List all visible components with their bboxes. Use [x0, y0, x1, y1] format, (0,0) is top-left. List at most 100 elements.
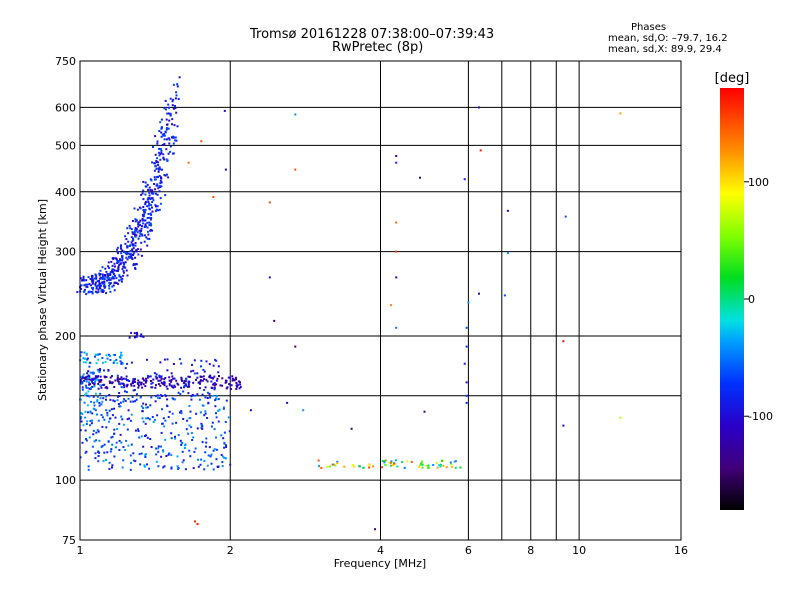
echo-point: [97, 387, 100, 390]
echo-point: [133, 384, 136, 387]
echo-point: [222, 406, 225, 409]
echo-point: [203, 414, 206, 417]
echo-point: [384, 463, 387, 466]
echo-point: [133, 336, 136, 339]
echo-point: [139, 229, 142, 232]
echo-point: [124, 261, 127, 264]
echo-point: [212, 468, 215, 471]
echo-point: [156, 175, 158, 178]
echo-point: [86, 358, 89, 361]
echo-point: [144, 456, 147, 458]
echo-point: [130, 331, 133, 334]
echo-point: [87, 374, 90, 377]
echo-point: [159, 197, 162, 200]
echo-point: [383, 460, 386, 463]
echo-point: [209, 374, 212, 377]
echo-point: [189, 417, 192, 420]
echo-point: [177, 434, 180, 437]
echo-point: [98, 277, 101, 280]
echo-point: [155, 192, 157, 195]
echo-point: [149, 404, 152, 407]
echo-point: [172, 98, 175, 101]
phases-x-stats: mean, sd,X: 89.9, 29.4: [608, 44, 722, 55]
echo-point: [141, 335, 144, 338]
echo-point: [237, 380, 240, 383]
echo-point: [383, 461, 386, 464]
echo-point: [98, 274, 101, 277]
echo-point: [162, 449, 165, 452]
echo-point: [111, 270, 114, 273]
echo-point: [235, 378, 238, 381]
echo-point: [124, 449, 127, 451]
echo-point: [109, 376, 112, 379]
echo-point: [112, 361, 115, 364]
echo-point: [143, 226, 146, 228]
echo-point: [113, 360, 116, 362]
echo-point: [99, 392, 102, 395]
echo-point: [186, 385, 189, 388]
echo-point: [88, 378, 91, 381]
echo-point: [562, 424, 565, 427]
echo-point: [95, 362, 98, 365]
echo-point: [436, 466, 439, 469]
echo-point: [159, 182, 162, 185]
echo-point: [203, 460, 206, 462]
echo-point: [115, 441, 118, 444]
echo-point: [94, 284, 97, 287]
echo-point: [128, 417, 131, 420]
phases-heading: Phases: [631, 22, 667, 33]
echo-point: [453, 460, 456, 463]
echo-point: [84, 283, 87, 286]
echo-point: [147, 201, 150, 203]
echo-point: [165, 138, 168, 141]
echo-point: [111, 264, 114, 267]
echo-point: [191, 394, 194, 397]
echo-point: [90, 291, 93, 293]
echo-point: [146, 436, 149, 439]
echo-point: [238, 387, 241, 390]
x-tick-label: 16: [674, 544, 688, 557]
echo-points: [76, 76, 622, 531]
echo-point: [118, 279, 121, 282]
echo-point: [144, 377, 147, 380]
echo-point: [108, 277, 111, 280]
echo-point: [183, 381, 186, 384]
echo-point: [95, 277, 98, 280]
echo-point: [161, 408, 163, 411]
echo-point: [146, 226, 149, 229]
echo-point: [163, 378, 166, 381]
echo-point: [118, 274, 121, 277]
echo-point: [144, 211, 147, 214]
echo-point: [231, 379, 234, 382]
echo-point: [160, 118, 163, 121]
echo-point: [100, 288, 103, 291]
echo-point: [80, 287, 83, 290]
echo-point: [225, 446, 228, 448]
echo-point: [192, 436, 195, 439]
echo-point: [151, 189, 154, 192]
echo-point: [115, 358, 118, 361]
echo-point: [200, 458, 203, 461]
y-tick-label: 75: [62, 534, 76, 547]
echo-point: [148, 224, 151, 226]
echo-point: [127, 252, 130, 255]
echo-point: [403, 466, 406, 469]
echo-point: [223, 456, 226, 459]
echo-point: [217, 398, 220, 401]
echo-point: [170, 467, 173, 470]
echo-point: [122, 400, 125, 403]
echo-point: [106, 273, 109, 276]
echo-point: [423, 410, 426, 413]
echo-point: [109, 271, 112, 274]
echo-point: [148, 202, 151, 205]
echo-point: [162, 381, 165, 384]
echo-point: [124, 399, 127, 402]
echo-point: [130, 413, 133, 416]
echo-point: [114, 274, 116, 277]
echo-point: [226, 386, 229, 389]
echo-point: [123, 386, 126, 389]
echo-point: [95, 431, 98, 434]
echo-point: [82, 276, 85, 279]
echo-point: [139, 335, 142, 338]
echo-point: [146, 198, 149, 201]
